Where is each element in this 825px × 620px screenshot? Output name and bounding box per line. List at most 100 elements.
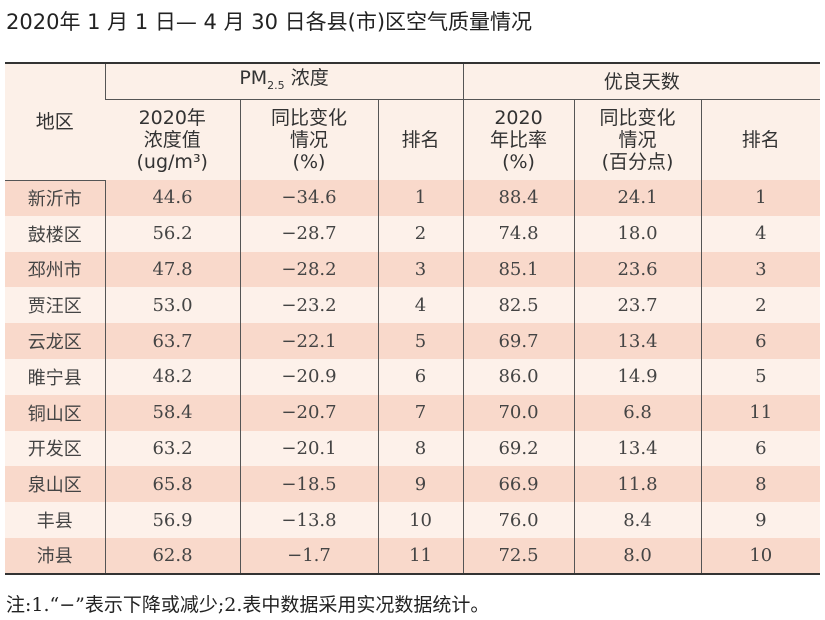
cell-good-rate: 69.2 [462, 430, 575, 467]
cell-region: 鼓楼区 [27, 224, 82, 246]
cell-good-rate: 85.1 [462, 251, 575, 288]
cell-good-change: 24.1 [573, 180, 702, 216]
cell-good-rate: 74.8 [462, 215, 575, 252]
cell-region: 丰县 [36, 511, 73, 533]
cell-pm-rank: 6 [377, 358, 464, 395]
cell-good-rank: 6 [700, 430, 821, 467]
cell-region: 邳州市 [27, 260, 82, 282]
cell-pm-rank: 1 [377, 180, 464, 216]
cell-pm-value: 53.0 [104, 287, 240, 324]
cell-region: 新沂市 [27, 189, 82, 211]
cell-good-rank: 1 [700, 180, 821, 216]
header-pm-rank: 排名 [377, 99, 464, 180]
table-row: 丰县 56.9 −13.8 10 76.0 8.4 9 [5, 502, 821, 538]
cell-good-change: 13.4 [573, 323, 702, 359]
header-good-rate: 2020 年比率 (%) [462, 99, 575, 180]
cell-good-rate: 76.0 [462, 502, 575, 538]
cell-pm-rank: 5 [377, 323, 464, 359]
cell-good-change: 18.0 [573, 215, 702, 252]
cell-region: 贾汪区 [27, 296, 82, 318]
cell-pm-value: 56.2 [104, 215, 240, 252]
cell-pm-change: −20.1 [239, 430, 378, 467]
cell-pm-change: −20.7 [239, 394, 378, 431]
cell-good-rank: 11 [700, 394, 821, 431]
cell-pm-value: 44.6 [104, 180, 240, 216]
table-row: 沛县 62.8 −1.7 11 72.5 8.0 10 [5, 537, 821, 574]
air-quality-table: 地区 PM2.5 浓度 优良天数 2020年 浓度值 (ug/m³) 同比变化 情况(… [5, 62, 821, 575]
cell-pm-value: 47.8 [104, 251, 240, 288]
cell-pm-rank: 3 [377, 251, 464, 288]
header-good-rank: 排名 [700, 99, 821, 180]
table-row: 邳州市 47.8 −28.2 3 85.1 23.6 3 [5, 251, 821, 288]
cell-pm-change: −28.2 [239, 251, 378, 288]
header-good-change: 同比变化 情况 (百分点) [573, 99, 702, 180]
cell-good-change: 11.8 [573, 466, 702, 503]
cell-good-change: 23.7 [573, 287, 702, 324]
cell-good-change: 8.4 [573, 502, 702, 538]
cell-region: 睢宁县 [27, 367, 82, 389]
header-good-days: 优良天数 [462, 63, 821, 100]
cell-good-rate: 82.5 [462, 287, 575, 324]
table-row: 鼓楼区 56.2 −28.7 2 74.8 18.0 4 [5, 215, 821, 252]
cell-good-change: 14.9 [573, 358, 702, 395]
header-pm25: PM2.5 浓度 [104, 63, 464, 100]
cell-pm-change: −13.8 [239, 502, 378, 538]
cell-good-rate: 70.0 [462, 394, 575, 431]
cell-region: 开发区 [27, 439, 82, 461]
header-pm-value: 2020年 浓度值 (ug/m³) [136, 107, 208, 173]
cell-good-rank: 6 [700, 323, 821, 359]
cell-good-rank: 4 [700, 215, 821, 252]
cell-pm-rank: 2 [377, 215, 464, 252]
cell-pm-value: 58.4 [104, 394, 240, 431]
table-row: 泉山区 65.8 −18.5 9 66.9 11.8 8 [5, 466, 821, 503]
cell-good-rank: 10 [700, 537, 821, 574]
cell-pm-change: −20.9 [239, 358, 378, 395]
cell-pm-rank: 10 [377, 502, 464, 538]
cell-good-rate: 88.4 [462, 180, 575, 216]
cell-good-rank: 9 [700, 502, 821, 538]
cell-good-change: 13.4 [573, 430, 702, 467]
table-row: 开发区 63.2 −20.1 8 69.2 13.4 6 [5, 430, 821, 467]
cell-good-rate: 66.9 [462, 466, 575, 503]
table-row: 新沂市 44.6 −34.6 1 88.4 24.1 1 [5, 180, 821, 216]
cell-pm-change: −28.7 [239, 215, 378, 252]
cell-pm-value: 56.9 [104, 502, 240, 538]
cell-pm-rank: 8 [377, 430, 464, 467]
cell-region: 铜山区 [27, 403, 82, 425]
cell-pm-rank: 4 [377, 287, 464, 324]
cell-good-rate: 69.7 [462, 323, 575, 359]
cell-pm-value: 62.8 [104, 537, 240, 574]
cell-good-rank: 5 [700, 358, 821, 395]
table-row: 铜山区 58.4 −20.7 7 70.0 6.8 11 [5, 394, 821, 431]
cell-region: 沛县 [36, 546, 73, 568]
header-region: 地区 [5, 63, 105, 181]
cell-pm-rank: 11 [377, 537, 464, 574]
table-row: 睢宁县 48.2 −20.9 6 86.0 14.9 5 [5, 358, 821, 395]
cell-pm-change: −22.1 [239, 323, 378, 359]
cell-pm-change: −18.5 [239, 466, 378, 503]
cell-good-rank: 2 [700, 287, 821, 324]
cell-pm-value: 63.2 [104, 430, 240, 467]
cell-region: 云龙区 [27, 332, 82, 354]
cell-pm-rank: 9 [377, 466, 464, 503]
cell-good-change: 6.8 [573, 394, 702, 431]
footnote: 注:1.“−”表示下降或减少;2.表中数据采用实况数据统计。 [6, 594, 490, 616]
cell-good-rate: 72.5 [462, 537, 575, 574]
cell-good-change: 8.0 [573, 537, 702, 574]
cell-good-rate: 86.0 [462, 358, 575, 395]
cell-pm-rank: 7 [377, 394, 464, 431]
table-row: 贾汪区 53.0 −23.2 4 82.5 23.7 2 [5, 287, 821, 324]
cell-good-rank: 8 [700, 466, 821, 503]
cell-good-change: 23.6 [573, 251, 702, 288]
cell-pm-change: −34.6 [239, 180, 378, 216]
cell-pm-change: −23.2 [239, 287, 378, 324]
cell-pm-value: 48.2 [104, 358, 240, 395]
cell-pm-value: 63.7 [104, 323, 240, 359]
cell-pm-change: −1.7 [239, 537, 378, 574]
table-row: 云龙区 63.7 −22.1 5 69.7 13.4 6 [5, 323, 821, 359]
cell-pm-value: 65.8 [104, 466, 240, 503]
cell-good-rank: 3 [700, 251, 821, 288]
header-pm-change: 同比变化 情况 (%) [239, 99, 378, 180]
page-title: 2020年 1 月 1 日— 4 月 30 日各县(市)区空气质量情况 [6, 10, 533, 34]
cell-region: 泉山区 [27, 475, 82, 497]
